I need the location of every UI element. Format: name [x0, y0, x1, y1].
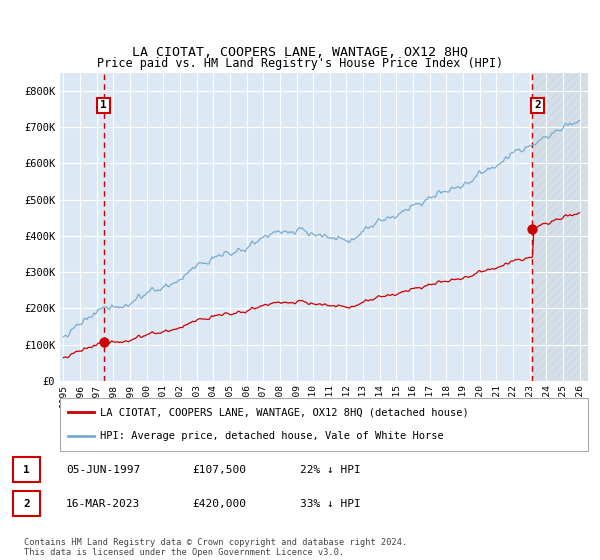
Text: 1: 1 — [23, 465, 30, 475]
Text: LA CIOTAT, COOPERS LANE, WANTAGE, OX12 8HQ (detached house): LA CIOTAT, COOPERS LANE, WANTAGE, OX12 8… — [100, 408, 469, 418]
Text: 16-MAR-2023: 16-MAR-2023 — [66, 499, 140, 509]
Text: £107,500: £107,500 — [192, 465, 246, 475]
Text: Price paid vs. HM Land Registry's House Price Index (HPI): Price paid vs. HM Land Registry's House … — [97, 57, 503, 70]
FancyBboxPatch shape — [60, 398, 588, 451]
Text: Contains HM Land Registry data © Crown copyright and database right 2024.
This d: Contains HM Land Registry data © Crown c… — [24, 538, 407, 557]
Text: 33% ↓ HPI: 33% ↓ HPI — [300, 499, 361, 509]
Text: 2: 2 — [23, 499, 30, 509]
FancyBboxPatch shape — [13, 491, 40, 516]
Text: £420,000: £420,000 — [192, 499, 246, 509]
Point — [99, 337, 109, 346]
Text: HPI: Average price, detached house, Vale of White Horse: HPI: Average price, detached house, Vale… — [100, 431, 443, 441]
Text: 1: 1 — [100, 100, 107, 110]
Text: 2: 2 — [534, 100, 541, 110]
Point — [527, 224, 537, 233]
Text: 05-JUN-1997: 05-JUN-1997 — [66, 465, 140, 475]
Bar — [533, 73, 600, 381]
FancyBboxPatch shape — [13, 457, 40, 483]
Text: LA CIOTAT, COOPERS LANE, WANTAGE, OX12 8HQ: LA CIOTAT, COOPERS LANE, WANTAGE, OX12 8… — [132, 46, 468, 59]
Text: 22% ↓ HPI: 22% ↓ HPI — [300, 465, 361, 475]
